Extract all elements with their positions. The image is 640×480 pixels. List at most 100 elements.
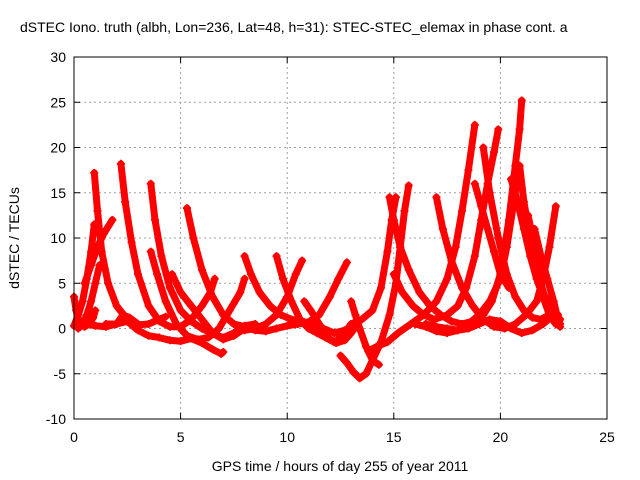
data-point bbox=[342, 358, 351, 367]
data-point bbox=[283, 321, 292, 330]
data-point bbox=[458, 283, 467, 292]
data-point bbox=[421, 319, 430, 328]
data-point bbox=[458, 206, 467, 215]
series-trace bbox=[117, 160, 219, 331]
data-point bbox=[385, 193, 394, 202]
data-point bbox=[104, 279, 113, 288]
y-axis-label: dSTEC / TECUs bbox=[6, 187, 22, 289]
data-point bbox=[347, 329, 356, 338]
data-point bbox=[517, 329, 526, 338]
data-point bbox=[443, 324, 452, 333]
data-point bbox=[82, 319, 91, 328]
data-point bbox=[112, 301, 121, 310]
data-point bbox=[144, 301, 153, 310]
data-point bbox=[545, 310, 554, 319]
data-point bbox=[483, 224, 492, 233]
data-point bbox=[197, 338, 206, 347]
data-point bbox=[504, 283, 513, 292]
data-point bbox=[551, 202, 560, 211]
data-point bbox=[496, 317, 505, 326]
data-point bbox=[165, 283, 174, 292]
series-trace bbox=[471, 180, 513, 292]
data-series-16 bbox=[300, 297, 362, 347]
data-series-12 bbox=[101, 317, 228, 358]
data-point bbox=[116, 159, 125, 168]
data-point bbox=[507, 175, 516, 184]
y-tick-label: 30 bbox=[50, 49, 66, 65]
data-point bbox=[447, 317, 456, 326]
data-point bbox=[261, 327, 270, 336]
data-point bbox=[112, 319, 121, 328]
data-point bbox=[394, 329, 403, 338]
data-point bbox=[485, 297, 494, 306]
data-point bbox=[80, 279, 89, 288]
data-point bbox=[197, 301, 206, 310]
data-point bbox=[146, 247, 155, 256]
data-point bbox=[291, 270, 300, 279]
data-point bbox=[197, 265, 206, 274]
data-point bbox=[396, 243, 405, 252]
data-point bbox=[543, 274, 552, 283]
data-point bbox=[187, 301, 196, 310]
data-point bbox=[342, 258, 351, 267]
y-tick-label: 10 bbox=[50, 230, 66, 246]
data-point bbox=[155, 317, 164, 326]
data-point bbox=[208, 345, 217, 354]
data-point bbox=[374, 360, 383, 369]
data-point bbox=[153, 270, 162, 279]
data-point bbox=[355, 374, 364, 383]
data-point bbox=[225, 306, 234, 315]
data-point bbox=[101, 319, 110, 328]
data-point bbox=[255, 288, 264, 297]
data-point bbox=[539, 319, 548, 328]
data-point bbox=[470, 120, 479, 129]
data-point bbox=[91, 306, 100, 315]
data-point bbox=[524, 211, 533, 220]
data-point bbox=[432, 297, 441, 306]
data-point bbox=[408, 301, 417, 310]
data-point bbox=[404, 181, 413, 190]
data-point bbox=[556, 315, 565, 324]
x-tick-label: 25 bbox=[599, 429, 615, 445]
data-point bbox=[189, 234, 198, 242]
data-point bbox=[219, 335, 228, 344]
data-point bbox=[272, 324, 281, 333]
data-point bbox=[362, 369, 371, 378]
y-tick-label: 5 bbox=[58, 275, 66, 291]
plot-frame bbox=[73, 56, 608, 420]
data-point bbox=[389, 215, 398, 224]
data-point bbox=[330, 329, 339, 338]
data-point bbox=[334, 274, 343, 283]
data-point bbox=[411, 319, 420, 328]
data-point bbox=[475, 319, 484, 328]
data-point bbox=[477, 202, 486, 211]
data-point bbox=[415, 288, 424, 297]
data-point bbox=[276, 310, 285, 319]
data-point bbox=[133, 326, 142, 335]
data-point bbox=[251, 326, 260, 335]
data-point bbox=[532, 297, 541, 306]
data-point bbox=[451, 243, 460, 252]
data-point bbox=[168, 270, 177, 279]
x-tick-label: 10 bbox=[279, 429, 295, 445]
data-point bbox=[515, 161, 524, 170]
data-point bbox=[229, 331, 238, 340]
data-point bbox=[545, 243, 554, 252]
data-point bbox=[372, 342, 381, 351]
data-point bbox=[340, 336, 349, 345]
data-layer bbox=[70, 96, 565, 383]
data-point bbox=[306, 306, 315, 315]
data-point bbox=[144, 319, 153, 328]
data-point bbox=[204, 333, 213, 342]
data-point bbox=[549, 297, 558, 306]
data-point bbox=[108, 215, 117, 224]
data-point bbox=[515, 125, 524, 134]
data-point bbox=[240, 274, 249, 283]
data-point bbox=[526, 252, 535, 261]
data-point bbox=[78, 297, 87, 306]
data-point bbox=[368, 306, 377, 315]
data-point bbox=[210, 274, 219, 283]
data-point bbox=[87, 261, 96, 270]
data-point bbox=[347, 297, 356, 306]
data-point bbox=[502, 243, 511, 252]
